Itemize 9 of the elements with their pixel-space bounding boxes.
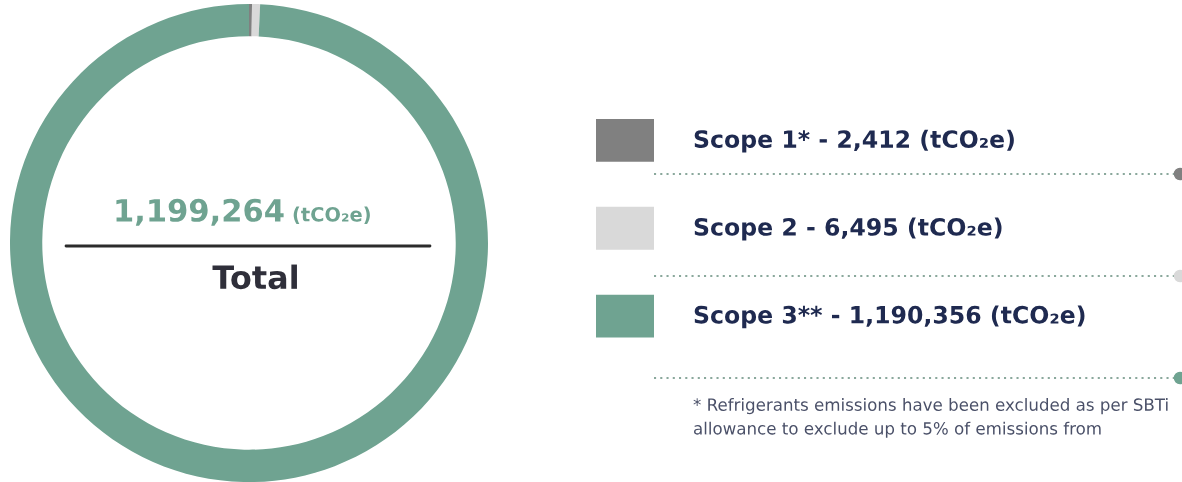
legend-label: Scope 3** - 1,190,356 (tCO₂e) [694,305,1085,329]
donut-slice [251,4,261,37]
text: Total [212,264,297,290]
donut-slice [249,4,253,37]
text: * Refrigerants emissions have been excluded as per SBTi allowance to exclude up to 5% of emissions from [693,398,1168,438]
legend-label: Scope 1* - 2,412 (tCO₂e) [694,129,1014,153]
donut-slice [10,4,488,482]
legend-label: Scope 2 - 6,495 (tCO₂e) [694,217,1002,241]
text: 1,199,264 (tCO₂e) [116,198,370,226]
